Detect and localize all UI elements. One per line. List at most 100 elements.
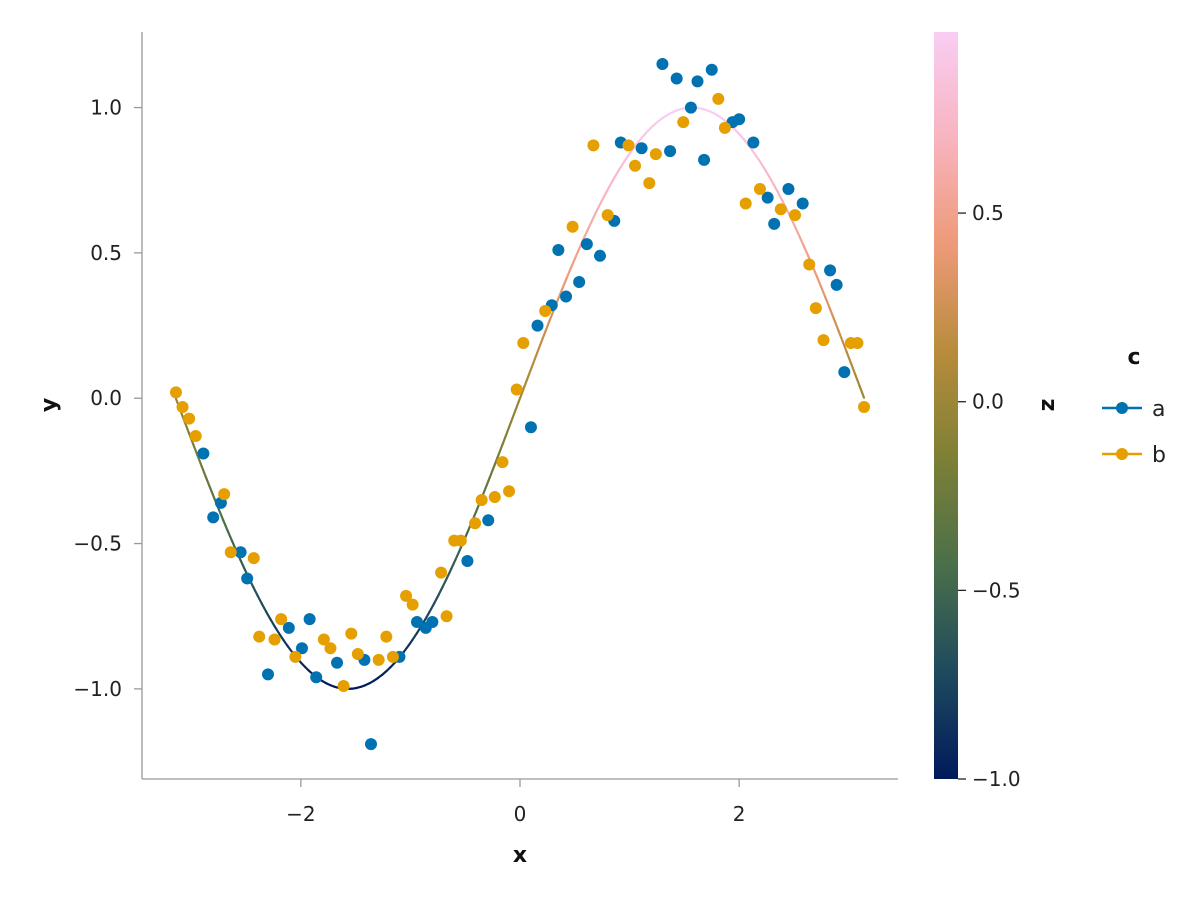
y-tick-label: 1.0 <box>90 96 122 120</box>
point-b <box>440 610 453 623</box>
curve-segment <box>772 183 780 194</box>
point-b <box>400 589 413 602</box>
point-b <box>224 546 237 559</box>
point-a <box>691 75 704 88</box>
x-tick-label: 0 <box>514 802 527 826</box>
curve-segment <box>204 476 212 490</box>
point-b <box>718 121 731 134</box>
point-b <box>488 491 501 504</box>
point-a <box>838 366 851 379</box>
point-a <box>560 290 573 303</box>
curve-segment <box>764 168 771 179</box>
colorbar-title: z <box>1035 399 1060 412</box>
point-a <box>482 514 495 527</box>
point-b <box>539 305 552 318</box>
curve-segment <box>617 162 625 172</box>
x-tick-label: −2 <box>286 802 315 826</box>
point-b <box>475 493 488 506</box>
curve-segment <box>286 645 294 654</box>
legend: c a b <box>1102 345 1166 468</box>
curve-segment <box>845 351 853 365</box>
data-points <box>169 57 871 751</box>
point-b <box>380 630 393 643</box>
curve-segment <box>798 235 805 248</box>
point-b <box>601 209 614 222</box>
curve-segment <box>802 244 810 257</box>
curve-segment <box>282 638 289 648</box>
point-b <box>268 633 281 646</box>
point-b <box>469 517 482 530</box>
curve-segment <box>514 397 522 411</box>
curve-segment <box>850 362 857 377</box>
curve-segment <box>768 175 775 186</box>
curve-segment <box>854 373 861 388</box>
curve-segment <box>411 632 418 641</box>
point-b <box>587 139 600 152</box>
point-a <box>262 668 274 681</box>
point-b <box>739 197 752 210</box>
curve-segment <box>776 191 784 202</box>
point-a <box>782 182 795 195</box>
curve-segment <box>523 374 530 388</box>
colorbar-ticks: −1.0 −0.5 0.0 0.5 <box>958 201 1021 791</box>
curve-segment <box>832 317 840 332</box>
curve-segment <box>226 529 233 542</box>
point-b <box>176 400 189 413</box>
point-a <box>593 249 606 262</box>
point-b <box>753 182 766 195</box>
curve-segment <box>574 245 582 258</box>
curve-segment <box>759 161 767 171</box>
point-b <box>253 630 266 643</box>
point-b <box>851 337 864 350</box>
curve-segment <box>622 155 629 165</box>
point-b <box>858 400 871 413</box>
curve-segment <box>484 475 491 490</box>
point-b <box>510 383 523 396</box>
curve-segment <box>613 168 621 179</box>
curve-segment <box>824 296 831 310</box>
y-ticks: −1.0 −0.5 0.0 0.5 1.0 <box>73 96 142 701</box>
y-tick-label: 0.5 <box>90 241 122 265</box>
colorbar-gradient <box>934 32 958 779</box>
curve-segment <box>222 519 229 532</box>
legend-entry-b: b <box>1102 443 1166 468</box>
point-a <box>461 555 474 567</box>
point-b <box>643 177 656 190</box>
point-a <box>747 136 760 149</box>
point-b <box>169 386 182 399</box>
point-b <box>517 337 530 350</box>
point-b <box>317 633 330 646</box>
curve-segment <box>217 508 225 522</box>
curve-segment <box>209 487 216 501</box>
curve-segment <box>445 567 453 580</box>
point-a <box>303 613 316 626</box>
legend-label-b: b <box>1152 443 1166 468</box>
curve-segment <box>540 329 547 343</box>
point-b <box>372 653 385 666</box>
curve-segment <box>518 385 526 400</box>
point-a <box>830 278 843 291</box>
point-a <box>656 57 669 70</box>
curve-segment <box>441 576 448 589</box>
point-a <box>824 264 837 277</box>
y-tick-label: −1.0 <box>73 677 122 701</box>
curve-segment <box>794 225 801 238</box>
curve-segment <box>488 464 496 479</box>
point-b <box>629 159 642 172</box>
curve-segment <box>497 442 504 457</box>
point-a <box>761 191 774 204</box>
legend-marker-a <box>1116 402 1128 414</box>
y-axis-title: y <box>37 398 62 412</box>
colorbar-tick-label: −1.0 <box>972 767 1021 791</box>
plot-axes <box>141 32 898 780</box>
point-b <box>622 139 635 152</box>
point-a <box>197 447 210 460</box>
point-a <box>531 319 544 332</box>
curve-segment <box>557 285 565 299</box>
point-a <box>426 616 439 629</box>
curve-segment <box>536 340 543 354</box>
curve-segment <box>819 285 827 299</box>
point-a <box>768 217 781 230</box>
curve-segment <box>432 594 440 605</box>
point-b <box>386 650 399 663</box>
